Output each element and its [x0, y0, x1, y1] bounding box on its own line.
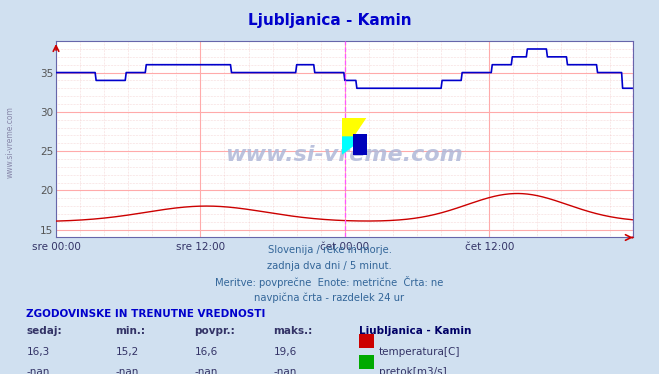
Text: povpr.:: povpr.:: [194, 326, 235, 336]
Text: 16,3: 16,3: [26, 347, 49, 356]
Text: Ljubljanica - Kamin: Ljubljanica - Kamin: [248, 13, 411, 28]
Text: 16,6: 16,6: [194, 347, 217, 356]
Text: Ljubljanica - Kamin: Ljubljanica - Kamin: [359, 326, 472, 336]
Text: maks.:: maks.:: [273, 326, 313, 336]
Text: Slovenija / reke in morje.: Slovenija / reke in morje.: [268, 245, 391, 255]
Text: min.:: min.:: [115, 326, 146, 336]
Text: zadnja dva dni / 5 minut.: zadnja dva dni / 5 minut.: [267, 261, 392, 271]
Text: pretok[m3/s]: pretok[m3/s]: [379, 367, 447, 374]
Text: 19,6: 19,6: [273, 347, 297, 356]
Text: www.si-vreme.com: www.si-vreme.com: [5, 106, 14, 178]
Text: www.si-vreme.com: www.si-vreme.com: [225, 145, 463, 165]
Text: -nan: -nan: [273, 367, 297, 374]
Text: navpična črta - razdelek 24 ur: navpična črta - razdelek 24 ur: [254, 292, 405, 303]
Text: 15,2: 15,2: [115, 347, 138, 356]
Polygon shape: [353, 135, 366, 155]
Polygon shape: [341, 117, 366, 155]
Text: -nan: -nan: [26, 367, 49, 374]
Text: sedaj:: sedaj:: [26, 326, 62, 336]
Text: -nan: -nan: [194, 367, 217, 374]
Polygon shape: [341, 136, 366, 155]
Text: ZGODOVINSKE IN TRENUTNE VREDNOSTI: ZGODOVINSKE IN TRENUTNE VREDNOSTI: [26, 309, 266, 319]
Text: Meritve: povprečne  Enote: metrične  Črta: ne: Meritve: povprečne Enote: metrične Črta:…: [215, 276, 444, 288]
Text: temperatura[C]: temperatura[C]: [379, 347, 461, 356]
Text: -nan: -nan: [115, 367, 138, 374]
